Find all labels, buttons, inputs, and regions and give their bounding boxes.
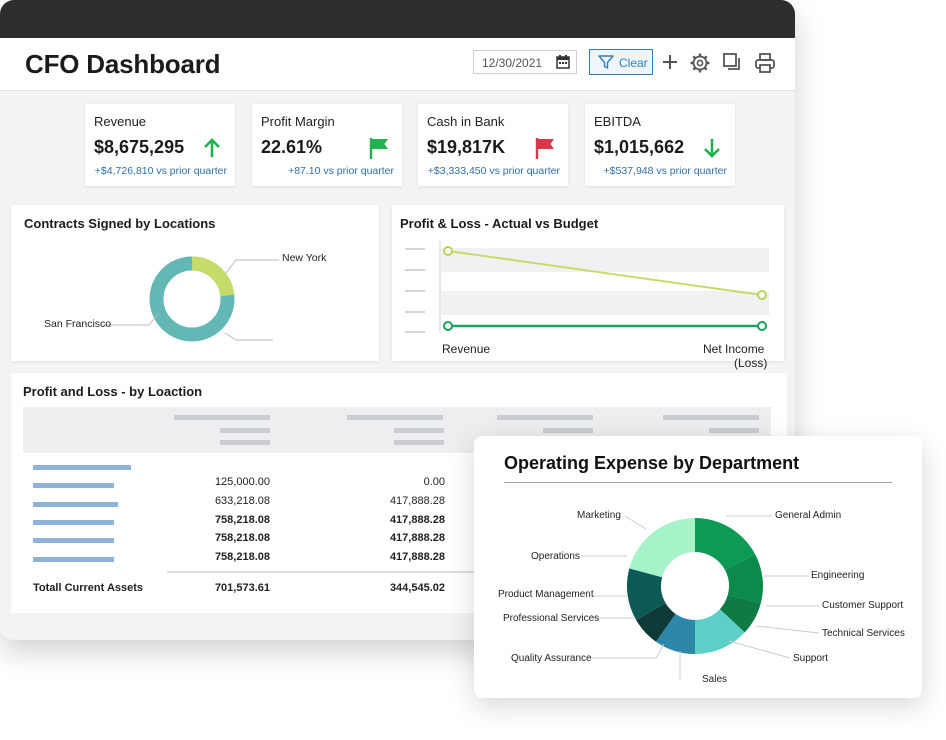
window-titlebar (0, 0, 795, 38)
label-general-admin: General Admin (775, 510, 842, 521)
kpi-label: Cash in Bank (427, 114, 505, 129)
kpi-label: Profit Margin (261, 114, 335, 129)
cell: 633,218.08 (214, 495, 270, 507)
label-san-francisco: San Francisco (44, 318, 112, 330)
grid-band (441, 248, 769, 272)
donut-segment-customer-support (695, 609, 745, 654)
kpi-card-cash-in-bank[interactable]: Cash in Bank $19,817K +$3,333,450 vs pri… (418, 104, 568, 186)
dashboard-window: CFO Dashboard 12/30/2021 Clear Revenu (0, 0, 795, 640)
contracts-title: Contracts Signed by Locations (24, 216, 216, 231)
contracts-donut-chart (103, 256, 279, 342)
printer-icon[interactable] (754, 52, 776, 74)
x-label-loss: (Loss) (734, 356, 768, 370)
opex-title: Operating Expense by Department (504, 453, 800, 473)
cell: 758,218.08 (214, 551, 270, 563)
kpi-card-revenue[interactable]: Revenue $8,675,295 +$4,726,810 vs prior … (85, 104, 235, 186)
kpi-value: $1,015,662 (594, 137, 685, 157)
filter-icon (598, 54, 614, 73)
cell: 0.00 (423, 476, 445, 488)
clear-label: Clear (619, 56, 648, 70)
cell: 417,888.28 (389, 532, 445, 544)
pl-actual-budget-panel: Profit & Loss - Actual vs Budget Revenue… (392, 205, 784, 370)
row-label-placeholders (33, 465, 481, 573)
leader-line-marketing (624, 515, 647, 530)
donut-segment-general-admin (695, 518, 756, 571)
arrow-down-icon (701, 136, 723, 160)
cell: 758,218.08 (214, 514, 270, 526)
kpi-value: $8,675,295 (94, 137, 185, 157)
donut-segment-professional-services (627, 568, 666, 620)
label-customer-support: Customer Support (822, 600, 904, 611)
total-cell: 701,573.61 (214, 582, 270, 594)
cell: 417,888.28 (389, 551, 445, 563)
donut-segment-support (655, 613, 695, 654)
donut-segment-sales (636, 603, 676, 642)
date-input[interactable]: 12/30/2021 (473, 50, 577, 74)
page-title: CFO Dashboard (25, 49, 221, 79)
leader-line-support (728, 640, 791, 659)
x-label-revenue: Revenue (442, 342, 491, 356)
donut-segment-engineering (725, 554, 763, 604)
cell: 758,218.08 (214, 532, 270, 544)
donut-segment-new-york (191, 256, 235, 297)
calendar-icon[interactable] (556, 55, 570, 72)
dashboard-header: CFO Dashboard 12/30/2021 Clear (0, 38, 795, 91)
pl-table-title: Profit and Loss - by Loaction (23, 384, 203, 399)
arrow-up-icon (201, 136, 223, 160)
kpi-label: EBITDA (594, 114, 641, 129)
pl-line-chart (405, 241, 769, 333)
budget-line (447, 250, 763, 296)
kpi-delta: +$3,333,450 vs prior quarter (427, 165, 560, 177)
kpi-label: Revenue (94, 114, 147, 129)
clear-filter-button[interactable]: Clear (589, 49, 653, 75)
budget-point (443, 246, 453, 256)
label-new-york: New York (282, 252, 327, 264)
leader-line-quality-assurance (588, 643, 665, 659)
pl-chart-title: Profit & Loss - Actual vs Budget (400, 216, 599, 231)
cell: 125,000.00 (214, 476, 270, 488)
label-engineering: Engineering (811, 570, 865, 581)
label-sales: Sales (702, 674, 728, 685)
cell: 417,888.28 (389, 514, 445, 526)
budget-point (757, 290, 767, 300)
grid-band (441, 291, 769, 315)
label-quality-assurance: Quality Assurance (511, 653, 592, 664)
leader-line-technical-services (755, 625, 820, 634)
kpi-card-ebitda[interactable]: EBITDA $1,015,662 +$537,948 vs prior qua… (585, 104, 735, 186)
leader-line-san-francisco (103, 312, 160, 326)
label-operations: Operations (531, 551, 580, 562)
actual-point (443, 321, 453, 331)
donut-segment-operations (629, 518, 695, 578)
total-cell: 344,545.02 (389, 582, 445, 594)
kpi-value: $19,817K (427, 137, 506, 157)
actual-point (757, 321, 767, 331)
contracts-panel: Contracts Signed by Locations New York S… (11, 205, 379, 361)
kpi-delta: +$4,726,810 vs prior quarter (94, 165, 227, 177)
leader-line-extra (224, 332, 273, 341)
donut-segment-engineering-2 (719, 594, 761, 633)
total-label: Totall Current Assets (33, 582, 144, 594)
opex-divider (504, 482, 892, 483)
label-product-management: Product Management (498, 589, 594, 600)
leader-line-new-york (225, 259, 279, 274)
label-professional-services: Professional Services (503, 613, 600, 624)
opex-card: Operating Expense by Department Marketin… (474, 436, 922, 698)
kpi-value: 22.61% (261, 137, 323, 157)
x-label-net-income: Net Income (703, 342, 765, 356)
label-support: Support (793, 653, 829, 664)
flag-icon (534, 136, 556, 160)
plus-icon[interactable] (660, 52, 682, 74)
window-icon[interactable] (722, 52, 744, 74)
kpi-card-profit-margin[interactable]: Profit Margin 22.61% +87.10 vs prior qua… (252, 104, 402, 186)
cell: 417,888.28 (389, 495, 445, 507)
kpi-delta: +$537,948 vs prior quarter (603, 165, 727, 177)
label-technical-services: Technical Services (822, 628, 905, 639)
kpi-delta: +87.10 vs prior quarter (288, 165, 394, 177)
flag-icon (368, 136, 390, 160)
label-marketing: Marketing (577, 510, 621, 521)
gear-icon[interactable] (689, 52, 711, 74)
date-value: 12/30/2021 (482, 56, 543, 70)
opex-donut-chart (582, 515, 820, 679)
